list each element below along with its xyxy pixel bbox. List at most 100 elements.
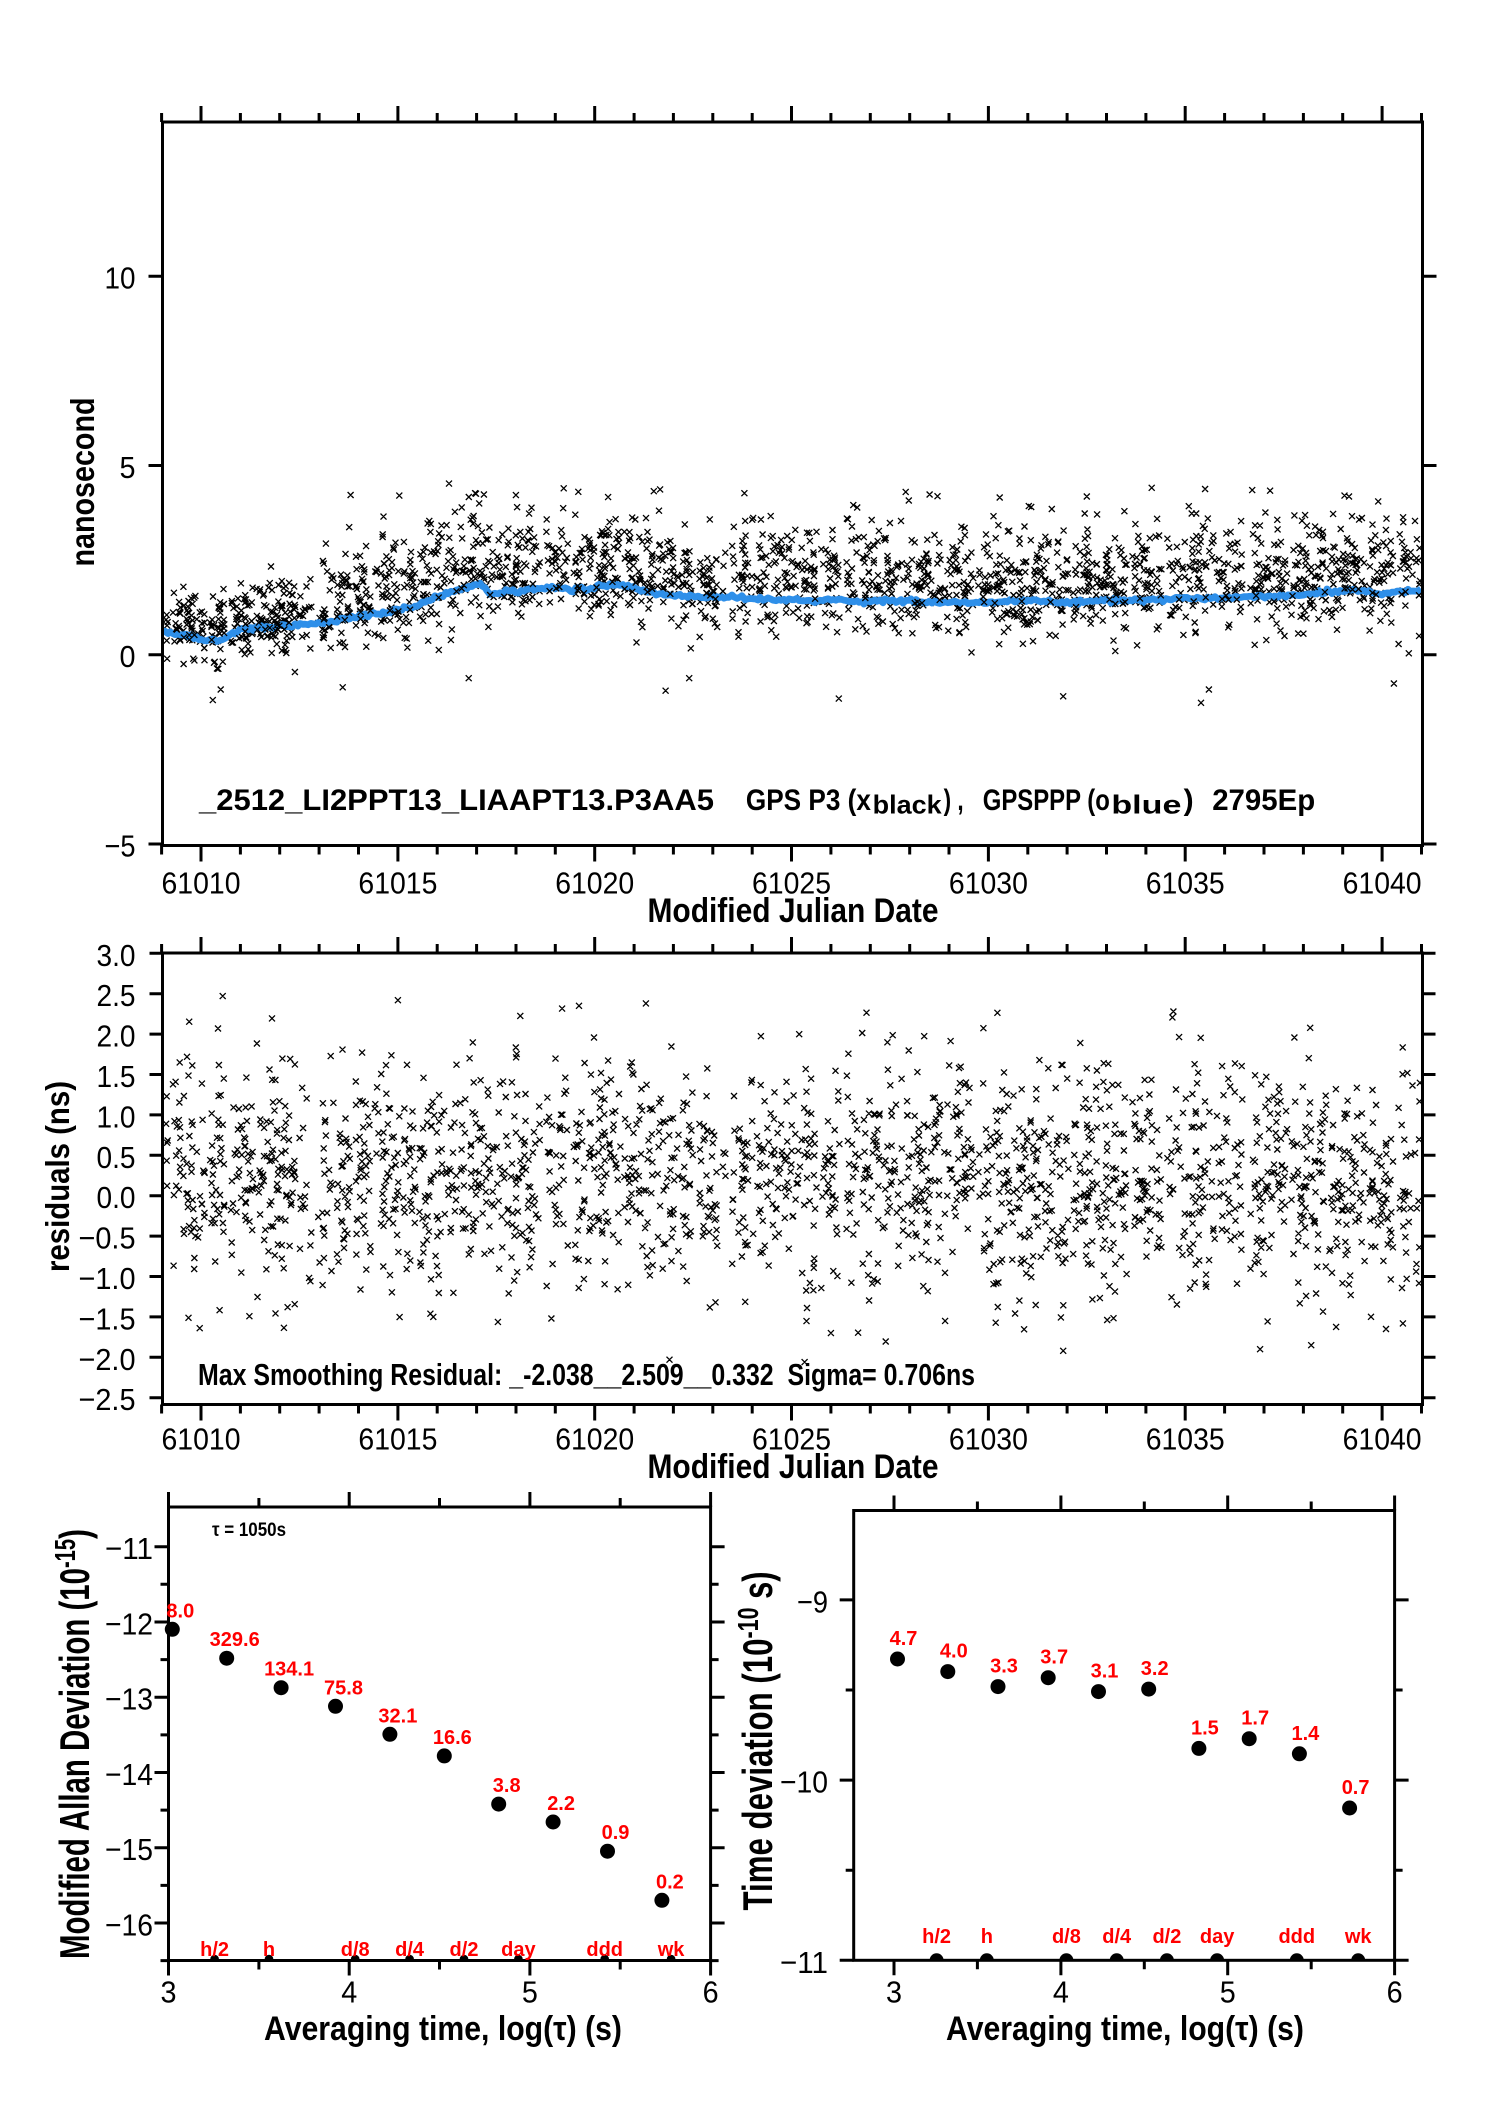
svg-text:−9: −9	[797, 1584, 828, 1619]
svg-text:Averaging time, log(τ) (s): Averaging time, log(τ) (s)	[264, 2010, 622, 2048]
svg-text:134.1: 134.1	[264, 1659, 314, 1681]
svg-text:0.9: 0.9	[602, 1822, 630, 1844]
svg-text:d/8: d/8	[1052, 1926, 1081, 1948]
svg-text:1.7: 1.7	[1241, 1708, 1269, 1730]
svg-text:1.5: 1.5	[1191, 1717, 1219, 1739]
svg-text:GPSPPP (o: GPSPPP (o	[983, 784, 1110, 817]
svg-text:2.5: 2.5	[97, 978, 136, 1013]
svg-text:61015: 61015	[358, 866, 437, 901]
svg-text:4: 4	[341, 1975, 357, 2010]
svg-text:4.0: 4.0	[940, 1641, 968, 1663]
svg-text:−14: −14	[105, 1757, 153, 1792]
svg-text:75.8: 75.8	[324, 1677, 363, 1699]
svg-text:1.5: 1.5	[97, 1059, 136, 1094]
svg-text:residuals (ns): residuals (ns)	[39, 1081, 76, 1272]
svg-text:−2.5: −2.5	[79, 1382, 136, 1417]
svg-text:Time deviation (10-10 s): Time deviation (10-10 s)	[733, 1572, 781, 1911]
svg-text:h: h	[263, 1939, 275, 1961]
svg-text:) ,: ) ,	[944, 784, 964, 817]
svg-text:2.0: 2.0	[97, 1019, 136, 1054]
svg-text:−11: −11	[105, 1531, 153, 1566]
svg-text:5: 5	[1220, 1975, 1236, 2010]
svg-text:ddd: ddd	[586, 1939, 623, 1961]
svg-text:3.3: 3.3	[990, 1656, 1018, 1678]
svg-text:1.4: 1.4	[1291, 1723, 1320, 1745]
svg-text:−16: −16	[105, 1908, 153, 1943]
svg-text:0.2: 0.2	[656, 1871, 684, 1893]
svg-text:3: 3	[161, 1975, 177, 2010]
svg-text:d/4: d/4	[1102, 1926, 1132, 1948]
svg-text:black: black	[873, 790, 943, 820]
svg-text:d/2: d/2	[1152, 1926, 1181, 1948]
svg-text:61040: 61040	[1343, 866, 1422, 901]
svg-text:5: 5	[522, 1975, 538, 2010]
svg-text:61020: 61020	[555, 1422, 634, 1457]
svg-text:0: 0	[120, 639, 136, 674]
svg-text:Modified Julian Date: Modified Julian Date	[648, 892, 939, 930]
svg-text:Modified Allan Deviation (10-1: Modified Allan Deviation (10-15)	[50, 1529, 98, 1959]
svg-text:3: 3	[886, 1975, 902, 2010]
svg-text:h/2: h/2	[200, 1939, 229, 1961]
svg-text:10: 10	[105, 261, 136, 296]
svg-text:0.0: 0.0	[97, 1180, 136, 1215]
svg-text:ddd: ddd	[1278, 1926, 1315, 1948]
svg-text:d/4: d/4	[395, 1939, 425, 1961]
svg-text:61010: 61010	[162, 1422, 241, 1457]
svg-text:wk: wk	[1344, 1926, 1373, 1948]
svg-text:_2512_LI2PPT13_LIAAPT13.P3AA5: _2512_LI2PPT13_LIAAPT13.P3AA5	[198, 784, 714, 817]
svg-text:4: 4	[1053, 1975, 1069, 2010]
svg-text:−10: −10	[780, 1765, 828, 1800]
svg-text:8.0: 8.0	[166, 1600, 194, 1622]
svg-text:blue: blue	[1111, 790, 1181, 820]
svg-text:32.1: 32.1	[378, 1705, 417, 1727]
svg-text:Max Smoothing Residual: _-2.03: Max Smoothing Residual: _-2.038__2.509__…	[198, 1357, 975, 1392]
svg-text:329.6: 329.6	[210, 1629, 260, 1651]
svg-text:61040: 61040	[1343, 1422, 1422, 1457]
svg-text:): )	[1184, 784, 1194, 817]
svg-text:−1.5: −1.5	[79, 1301, 136, 1336]
svg-text:61035: 61035	[1146, 1422, 1225, 1457]
svg-text:2.2: 2.2	[547, 1793, 575, 1815]
svg-text:d/2: d/2	[450, 1939, 479, 1961]
svg-text:−13: −13	[105, 1682, 153, 1717]
svg-text:nanosecond: nanosecond	[64, 398, 101, 567]
svg-text:61025: 61025	[752, 1422, 831, 1457]
svg-text:61015: 61015	[358, 1422, 437, 1457]
svg-text:16.6: 16.6	[433, 1727, 472, 1749]
svg-text:−1.0: −1.0	[79, 1261, 136, 1296]
svg-text:−0.5: −0.5	[79, 1221, 136, 1256]
svg-text:4.7: 4.7	[890, 1628, 918, 1650]
svg-text:Modified Julian Date: Modified Julian Date	[648, 1448, 939, 1486]
svg-text:61030: 61030	[949, 866, 1028, 901]
svg-text:0.7: 0.7	[1342, 1777, 1370, 1799]
svg-text:τ = 1050s: τ = 1050s	[212, 1520, 286, 1541]
svg-text:−12: −12	[105, 1607, 153, 1642]
svg-text:5: 5	[120, 450, 136, 485]
svg-text:61020: 61020	[555, 866, 634, 901]
svg-text:−2.0: −2.0	[79, 1342, 136, 1377]
svg-text:wk: wk	[657, 1939, 686, 1961]
svg-text:h: h	[981, 1926, 993, 1948]
svg-text:61010: 61010	[162, 866, 241, 901]
svg-text:day: day	[501, 1939, 536, 1961]
svg-text:−15: −15	[105, 1832, 153, 1867]
svg-text:61030: 61030	[949, 1422, 1028, 1457]
svg-text:3.1: 3.1	[1091, 1661, 1119, 1683]
svg-text:61025: 61025	[752, 866, 831, 901]
svg-text:day: day	[1200, 1926, 1235, 1948]
svg-text:3.2: 3.2	[1141, 1658, 1169, 1680]
svg-text:−5: −5	[105, 829, 136, 864]
svg-text:0.5: 0.5	[97, 1140, 136, 1175]
svg-text:GPS P3 (x: GPS P3 (x	[746, 784, 871, 817]
svg-text:Averaging time, log(τ) (s): Averaging time, log(τ) (s)	[946, 2010, 1304, 2048]
svg-text:3.8: 3.8	[493, 1775, 521, 1797]
svg-text:61035: 61035	[1146, 866, 1225, 901]
svg-text:1.0: 1.0	[97, 1099, 136, 1134]
svg-text:−11: −11	[780, 1945, 828, 1980]
svg-text:3.7: 3.7	[1040, 1647, 1068, 1669]
svg-text:h/2: h/2	[922, 1926, 951, 1948]
svg-text:3.0: 3.0	[97, 938, 136, 973]
svg-text:2795Ep: 2795Ep	[1212, 784, 1315, 817]
svg-text:6: 6	[1387, 1975, 1403, 2010]
svg-text:d/8: d/8	[341, 1939, 370, 1961]
